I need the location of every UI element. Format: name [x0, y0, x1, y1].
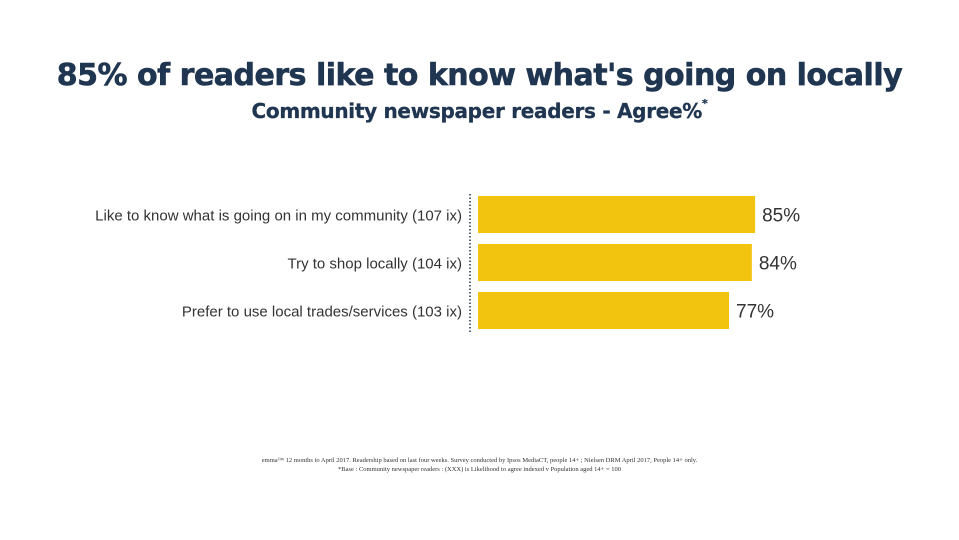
bar-2	[478, 244, 752, 281]
value-label-1: 85%	[762, 206, 800, 227]
footnote-source: emma™ 12 months to April 2017. Readershi…	[261, 457, 698, 464]
chart-subtitle: Community newspaper readers - Agree%*	[0, 97, 959, 123]
value-label-3: 77%	[736, 302, 774, 323]
category-label-1: Like to know what is going on in my comm…	[95, 208, 462, 225]
value-label-2: 84%	[759, 254, 797, 275]
category-label-3: Prefer to use local trades/services (103…	[182, 304, 462, 321]
subtitle-footnote-marker: *	[702, 97, 708, 110]
subtitle-text: Community newspaper readers - Agree%	[251, 99, 703, 123]
bar-1	[478, 196, 756, 233]
category-label-2: Try to shop locally (104 ix)	[287, 256, 462, 273]
bar-3	[478, 292, 730, 329]
footnote-base: *Base : Community newspaper readers : (X…	[338, 466, 621, 473]
chart-title: 85% of readers like to know what's going…	[56, 58, 903, 94]
